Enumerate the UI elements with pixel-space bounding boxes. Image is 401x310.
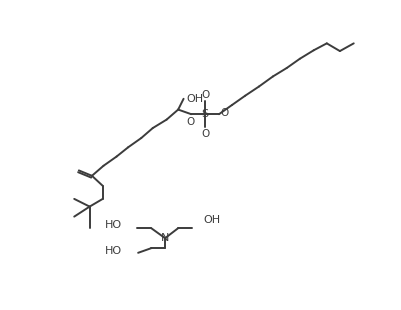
Text: OH: OH bbox=[186, 94, 204, 104]
Text: HO: HO bbox=[105, 220, 122, 230]
Text: O: O bbox=[221, 108, 229, 118]
Text: S: S bbox=[202, 109, 209, 119]
Text: OH: OH bbox=[204, 215, 221, 225]
Text: O: O bbox=[201, 90, 209, 100]
Text: O: O bbox=[186, 117, 194, 126]
Text: N: N bbox=[161, 233, 169, 243]
Text: O: O bbox=[201, 129, 209, 139]
Text: HO: HO bbox=[105, 246, 122, 256]
